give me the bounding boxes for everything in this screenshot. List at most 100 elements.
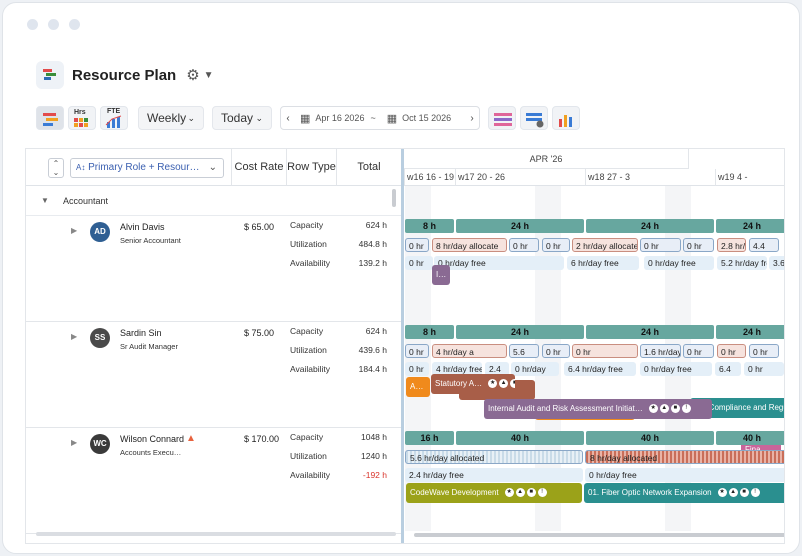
utilization-bar[interactable]: 0 hr <box>640 238 681 252</box>
util-label: 1.6 hr/day allocat <box>644 347 681 357</box>
util-label: 0 hr <box>687 347 702 357</box>
utilization-bar[interactable]: 5.6 <box>509 344 539 358</box>
utilization-bar[interactable]: 5.6 hr/day allocated <box>405 450 583 464</box>
window-dot[interactable] <box>48 19 59 30</box>
gantt-icon <box>43 113 58 126</box>
collapse-icon[interactable]: ▼ <box>41 196 49 205</box>
status-icon: ▲ <box>659 404 669 414</box>
project-bar[interactable]: 01. Fiber Optic Network Expansion ★ ▲ ■! <box>584 483 784 503</box>
row-type: Capacity <box>290 326 324 336</box>
today-select[interactable]: Today ⌄ <box>212 106 272 130</box>
group-by-select[interactable]: A↕ Primary Role + Resour… ⌄ <box>70 158 224 178</box>
utilization-bar[interactable]: 0 hr <box>749 344 779 358</box>
capacity-bar: 8 h <box>405 325 454 339</box>
project-bar[interactable]: A… <box>406 377 430 397</box>
availability-bar: 5.2 hr/day free <box>717 256 767 270</box>
resource-plan-icon <box>36 61 64 89</box>
status-icon: ★ <box>717 488 727 498</box>
col-total[interactable]: Total <box>336 149 401 186</box>
group-label: Accountant <box>63 196 109 206</box>
col-row-type[interactable]: Row Type <box>286 149 336 186</box>
vertical-scrollbar[interactable] <box>392 189 396 207</box>
row-type: Availability <box>290 470 331 480</box>
gear-icon[interactable]: ⚙ <box>186 67 200 84</box>
row-total: 439.6 h <box>358 345 387 355</box>
utilization-bar[interactable]: 0 hr <box>683 344 714 358</box>
start-date[interactable]: Apr 16 2026 <box>315 113 365 123</box>
utilization-bar[interactable]: 0 hr <box>572 344 638 358</box>
resource-row[interactable]: ▶ WC Wilson Connard Accounts Execu… ▲ $ 170.0… <box>26 428 401 534</box>
end-date[interactable]: Oct 15 2026 <box>402 113 452 123</box>
window-dot[interactable] <box>27 19 38 30</box>
group-row[interactable]: ▼ Accountant <box>26 186 401 216</box>
resource-name[interactable]: Wilson Connard <box>120 434 185 444</box>
warning-icon: ▲ <box>186 433 196 444</box>
status-icon: ▲ <box>515 488 525 498</box>
sort-button[interactable]: ⌃ ⌄ <box>48 158 64 178</box>
utilization-bar[interactable]: 4.4 <box>749 238 779 252</box>
chevron-down-icon[interactable]: ▼ <box>203 69 214 81</box>
heatmap-icon <box>74 118 88 127</box>
status-icon: ■ <box>670 404 680 414</box>
project-bar[interactable]: I… <box>432 265 450 285</box>
row-total: 624 h <box>365 220 387 230</box>
utilization-bar[interactable]: 0 hr <box>542 238 570 252</box>
status-icon: ■ <box>510 379 515 389</box>
resource-name[interactable]: Sardin Sin <box>120 328 162 338</box>
fte-chart-icon <box>105 115 122 128</box>
configure-button[interactable] <box>520 106 548 130</box>
utilization-bar[interactable]: 8 hr/day allocate <box>432 238 507 252</box>
window-controls <box>27 19 80 30</box>
calendar-icon[interactable]: ▦ <box>300 112 311 125</box>
period-select[interactable]: Weekly ⌄ <box>138 106 204 130</box>
hours-view-button[interactable]: Hrs <box>68 106 96 130</box>
left-scroll-track[interactable] <box>36 532 396 536</box>
next-arrow-icon[interactable]: › <box>470 112 474 124</box>
availability-bar: 0 hr/day free <box>644 256 714 270</box>
availability-bar: 4 hr/day free <box>432 362 482 376</box>
project-status-icons: ★▲■! <box>504 488 547 498</box>
utilization-bar[interactable]: 0 hr <box>717 344 746 358</box>
project-bar[interactable]: Tax Compliance and Regul★▲■! <box>690 398 784 418</box>
row-type: Capacity <box>290 220 324 230</box>
utilization-bar[interactable]: 0 hr <box>542 344 570 358</box>
project-bar[interactable]: Statutory A… ★▲■! <box>431 374 515 394</box>
cost-rate: $ 170.00 <box>244 434 280 444</box>
resource-row[interactable]: ▶ SS Sardin Sin Sr Audit Manager $ 75.00 Capa… <box>26 322 401 428</box>
utilization-bar[interactable]: 2.8 hr/day <box>717 238 746 252</box>
utilization-bar[interactable]: 0 hr <box>509 238 539 252</box>
prev-arrow-icon[interactable]: ‹ <box>286 112 290 124</box>
col-cost-rate[interactable]: Cost Rate <box>231 149 286 186</box>
availability-bar: 0 hr/day <box>511 362 559 376</box>
window-dot[interactable] <box>69 19 80 30</box>
expand-icon[interactable]: ▶ <box>71 332 78 341</box>
reports-button[interactable] <box>552 106 580 130</box>
utilization-bar[interactable]: 4 hr/day a <box>432 344 507 358</box>
utilization-bar[interactable]: 0 hr <box>683 238 714 252</box>
total-header: Total <box>357 161 381 173</box>
calendar-icon[interactable]: ▦ <box>386 112 398 125</box>
util-label: 2.8 hr/day <box>721 241 746 251</box>
utilization-bar[interactable]: 8 hr/day allocated <box>585 450 784 464</box>
utilization-bar[interactable]: 0 hr <box>405 344 429 358</box>
horizontal-scrollbar[interactable] <box>414 533 784 537</box>
project-bar[interactable]: CodeWave Development ★ ▲ ■! <box>406 483 582 503</box>
project-label: A… <box>410 382 424 391</box>
gantt-view-button[interactable] <box>36 106 64 130</box>
capacity-bar: 8 h <box>405 219 454 233</box>
reports-icon <box>559 115 572 127</box>
utilization-bar[interactable]: 2 hr/day allocated <box>572 238 638 252</box>
resource-name[interactable]: Alvin Davis <box>120 222 165 232</box>
project-bar[interactable]: Internal Audit and Risk Assessment Initi… <box>484 399 712 419</box>
row-total: 1240 h <box>361 451 387 461</box>
sort-az-icon: A↕ <box>76 163 86 172</box>
fte-view-button[interactable]: FTE <box>100 106 128 130</box>
layout-button[interactable] <box>488 106 516 130</box>
expand-icon[interactable]: ▶ <box>71 226 78 235</box>
expand-icon[interactable]: ▶ <box>71 438 78 447</box>
utilization-bar[interactable]: 0 hr <box>405 238 429 252</box>
availability-bar: 0 hr/day free <box>640 362 712 376</box>
capacity-bar: 40 h <box>716 431 784 445</box>
utilization-bar[interactable]: 1.6 hr/day allocat <box>640 344 681 358</box>
resource-row[interactable]: ▶ AD Alvin Davis Senior Accountant $ 65.00 Ca… <box>26 216 401 322</box>
